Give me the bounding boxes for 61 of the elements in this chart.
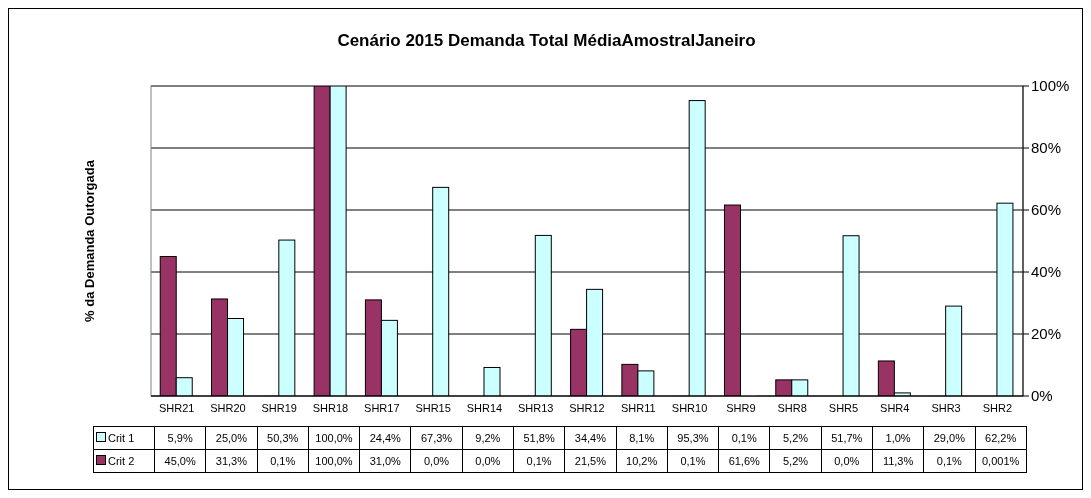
x-tick-label: SHR18 (312, 401, 349, 414)
x-tick-label: SHR20 (210, 401, 246, 414)
data-label: 31,3% (205, 449, 258, 473)
x-tick-label: SHR15 (415, 401, 451, 414)
x-tick-label: SHR4 (880, 401, 910, 414)
y-axis-title: % da Demanda Outorgada (81, 160, 97, 322)
data-label: 5,2% (769, 426, 822, 450)
data-label: 0,001% (975, 449, 1027, 473)
data-label: 0,1% (257, 449, 309, 473)
x-tick-label: SHR3 (931, 401, 961, 414)
data-label: 5,2% (769, 449, 822, 473)
y-tick-label: 40% (1031, 263, 1062, 281)
x-tick-label: SHR9 (726, 401, 756, 414)
data-label: 67,3% (410, 426, 463, 450)
data-label: 50,3% (257, 426, 309, 450)
data-label: 25,0% (205, 426, 258, 450)
y-tick-label: 80% (1031, 139, 1062, 157)
x-tick-label: SHR13 (517, 401, 554, 414)
data-label: 95,3% (667, 426, 719, 450)
data-label: 21,5% (564, 449, 617, 473)
data-label: 62,2% (975, 426, 1027, 450)
data-label: 31,0% (359, 449, 411, 473)
data-label: 100,0% (308, 426, 360, 450)
data-label: 1,0% (872, 426, 924, 450)
data-label: 0,1% (718, 426, 770, 450)
data-label: 10,2% (616, 449, 668, 473)
data-label: 0,0% (821, 449, 873, 473)
x-tick-label: SHR19 (261, 401, 297, 414)
chart-title: Cenário 2015 Demanda Total MédiaAmostralJaneiro (336, 31, 757, 51)
x-tick-label: SHR12 (569, 401, 605, 414)
y-tick-label: 20% (1031, 325, 1062, 343)
data-label: 29,0% (923, 426, 975, 450)
x-tick-label: SHR8 (777, 401, 807, 414)
data-label: 51,7% (821, 426, 873, 450)
y-tick-label: 100% (1031, 77, 1070, 95)
data-label: 100,0% (308, 449, 360, 473)
data-label: 61,6% (718, 449, 770, 473)
y-tick-label: 60% (1031, 201, 1062, 219)
data-label: 11,3% (872, 449, 924, 473)
x-tick-label: SHR21 (158, 401, 195, 414)
data-label: 0,1% (923, 449, 975, 473)
data-label: 0,1% (513, 449, 565, 473)
x-tick-label: SHR5 (828, 401, 859, 414)
data-label: 45,0% (154, 449, 206, 473)
data-label: 0,1% (667, 449, 719, 473)
data-label: 34,4% (564, 426, 617, 450)
data-label: 0,0% (410, 449, 463, 473)
data-label: 0,0% (462, 449, 514, 473)
x-tick-label: SHR17 (364, 401, 400, 414)
legend-label: Crit 2 (93, 449, 155, 473)
data-label: 24,4% (359, 426, 411, 450)
x-tick-label: SHR14 (466, 401, 503, 414)
y-tick-label: 0% (1031, 387, 1053, 405)
x-tick-label: SHR11 (620, 401, 656, 414)
x-tick-label: SHR10 (671, 401, 708, 414)
data-label: 5,9% (154, 426, 206, 450)
x-tick-label: SHR2 (982, 401, 1013, 414)
data-label: 9,2% (462, 426, 514, 450)
legend-label: Crit 1 (93, 426, 155, 450)
data-label: 8,1% (616, 426, 668, 450)
data-label: 51,8% (513, 426, 565, 450)
